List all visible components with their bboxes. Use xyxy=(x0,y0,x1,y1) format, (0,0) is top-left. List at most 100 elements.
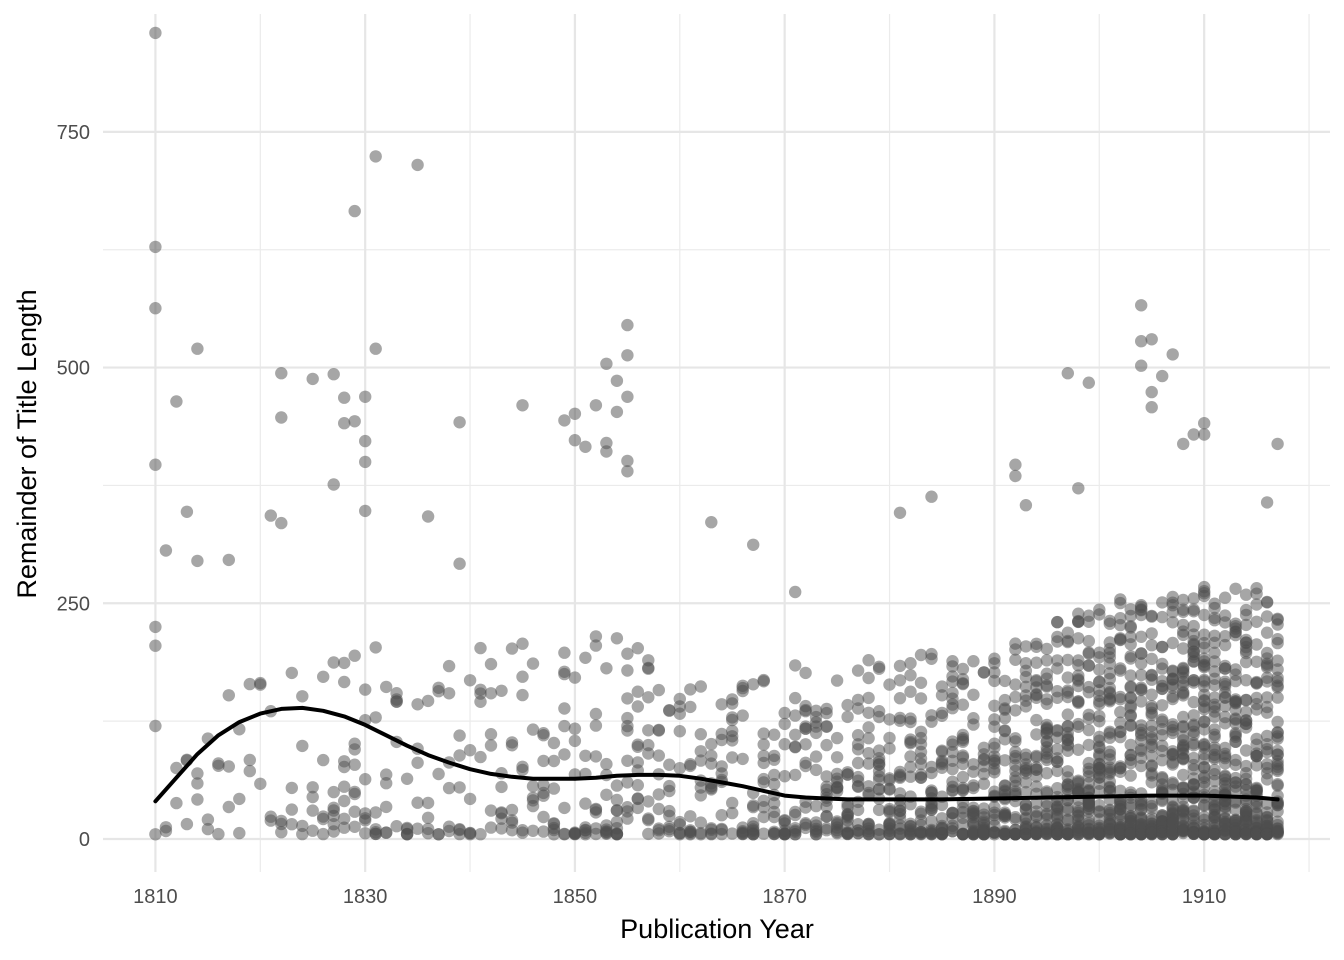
data-point xyxy=(1061,827,1075,841)
data-point xyxy=(663,704,676,717)
data-point xyxy=(988,713,1001,726)
data-point xyxy=(568,827,582,840)
data-point xyxy=(977,815,991,828)
data-point xyxy=(421,827,435,840)
data-point xyxy=(925,490,938,503)
data-point xyxy=(369,641,382,654)
data-point xyxy=(631,685,644,698)
data-point xyxy=(1229,674,1242,688)
data-point xyxy=(1260,767,1274,780)
data-point xyxy=(1114,716,1127,729)
y-axis-title: Remainder of Title Length xyxy=(12,289,42,598)
data-point xyxy=(1009,458,1022,471)
data-point xyxy=(1208,636,1221,649)
data-point xyxy=(768,777,781,791)
data-point xyxy=(610,822,624,835)
data-point xyxy=(967,781,980,795)
data-point xyxy=(956,677,970,690)
data-point xyxy=(338,812,351,825)
data-point xyxy=(914,692,928,705)
data-point xyxy=(495,812,508,825)
data-point xyxy=(862,757,875,770)
data-point xyxy=(275,516,288,530)
data-point xyxy=(1239,603,1253,617)
data-point xyxy=(1166,726,1179,740)
data-point xyxy=(946,660,959,673)
data-point xyxy=(747,538,760,551)
data-point xyxy=(642,738,655,752)
data-point xyxy=(1061,804,1075,817)
data-point xyxy=(998,754,1012,767)
data-point xyxy=(1072,482,1085,495)
data-point xyxy=(348,415,361,428)
data-point xyxy=(621,724,634,737)
data-point xyxy=(1009,653,1022,666)
data-point xyxy=(1177,618,1190,632)
data-point xyxy=(1271,744,1284,758)
data-point xyxy=(715,809,728,822)
data-point xyxy=(904,819,917,833)
data-point xyxy=(1051,755,1064,768)
data-point xyxy=(1072,743,1085,756)
data-point xyxy=(883,783,896,796)
data-point xyxy=(1072,777,1085,790)
data-point xyxy=(1250,638,1263,651)
data-point xyxy=(1124,603,1137,616)
data-point xyxy=(684,683,697,696)
data-point xyxy=(1218,741,1232,755)
data-point xyxy=(998,724,1012,737)
data-point xyxy=(600,445,613,458)
data-point xyxy=(883,678,896,691)
data-point xyxy=(799,722,812,735)
data-point xyxy=(621,318,634,332)
data-point xyxy=(180,505,194,518)
data-point xyxy=(883,713,896,726)
data-point xyxy=(1019,670,1033,684)
data-point xyxy=(1093,730,1106,744)
data-point xyxy=(201,813,215,826)
data-point xyxy=(684,810,697,823)
data-point xyxy=(1218,680,1232,693)
data-point xyxy=(1051,662,1064,675)
data-point xyxy=(1208,646,1221,659)
data-point xyxy=(988,757,1001,770)
data-point xyxy=(1271,671,1284,684)
data-point xyxy=(642,795,655,808)
data-point xyxy=(1260,675,1274,688)
data-point xyxy=(1218,757,1232,770)
data-point xyxy=(1082,799,1096,813)
data-point xyxy=(1166,636,1179,650)
data-point xyxy=(1260,626,1274,639)
data-point xyxy=(830,815,844,828)
data-point xyxy=(1040,767,1054,780)
data-point xyxy=(338,794,351,808)
data-point xyxy=(285,781,298,795)
data-point xyxy=(1218,630,1232,643)
data-point xyxy=(747,678,760,691)
data-point xyxy=(684,700,697,714)
data-point xyxy=(663,779,676,793)
data-point xyxy=(495,684,508,697)
data-point xyxy=(149,26,162,40)
data-point xyxy=(809,726,823,740)
data-point xyxy=(851,729,865,742)
data-point xyxy=(453,749,466,762)
x-tick-label: 1910 xyxy=(1182,886,1227,908)
data-point xyxy=(1145,760,1158,773)
data-point xyxy=(1271,715,1284,729)
data-point xyxy=(1145,799,1158,813)
data-point xyxy=(1040,722,1054,735)
data-point xyxy=(1082,646,1096,659)
data-point xyxy=(715,767,728,780)
data-point xyxy=(830,781,844,794)
data-point xyxy=(516,826,529,839)
data-point xyxy=(673,707,686,720)
x-tick-label: 1870 xyxy=(762,886,807,908)
data-point xyxy=(589,707,603,721)
data-point xyxy=(1198,715,1211,729)
data-point xyxy=(1218,700,1232,713)
data-point xyxy=(799,821,812,835)
data-point xyxy=(1250,598,1263,611)
data-point xyxy=(1260,661,1274,674)
data-point xyxy=(453,729,466,742)
